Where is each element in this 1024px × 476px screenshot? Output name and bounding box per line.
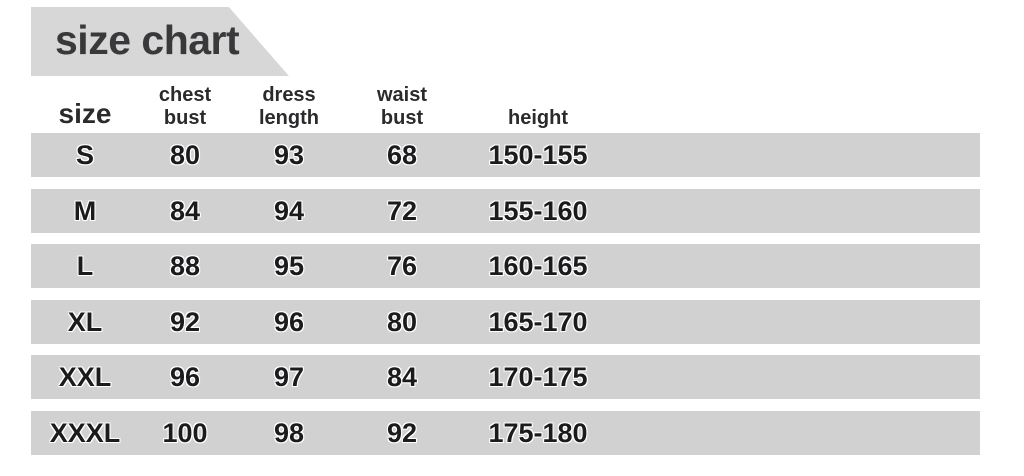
table-cell: 84: [386, 362, 418, 392]
table-cell: 150-155: [488, 140, 588, 170]
table-cell: 80: [386, 306, 418, 337]
table-row: M 84 94 72 155-160: [31, 188, 980, 233]
table-cell: 72: [386, 195, 418, 226]
table-cell: 76: [386, 251, 418, 281]
table-cell: 97: [273, 362, 305, 392]
column-header-waist-bust: waist bust: [376, 84, 428, 129]
table-cell: 88: [169, 251, 201, 281]
table-cell: 93: [273, 140, 305, 170]
table-row: L 88 95 76 160-165: [31, 244, 980, 288]
column-header-chest-bust: chest bust: [158, 84, 212, 129]
table-cell: 165-170: [488, 306, 588, 337]
table-header: size chest bust dress length waist bust …: [31, 76, 980, 133]
table-cell: 96: [273, 306, 305, 337]
table-cell: 100: [162, 417, 208, 448]
column-header-size: size: [58, 97, 112, 129]
table-row: XXL 96 97 84 170-175: [31, 355, 980, 399]
table-cell: 98: [273, 417, 305, 448]
title-banner: size chart: [31, 7, 289, 76]
row-size-label: XL: [67, 306, 103, 337]
page-title: size chart: [55, 17, 240, 63]
column-header-dress-length: dress length: [259, 84, 319, 129]
column-header-height: height: [508, 106, 568, 129]
table-cell: 94: [273, 195, 305, 226]
table-cell: 92: [386, 417, 418, 448]
table-row: S 80 93 68 150-155: [31, 133, 980, 177]
table-cell: 68: [386, 140, 418, 170]
table-row: XL 92 96 80 165-170: [31, 299, 980, 344]
table-cell: 95: [273, 251, 305, 281]
row-size-label: M: [73, 195, 97, 226]
row-size-label: XXXL: [49, 417, 121, 448]
row-size-label: XXL: [58, 362, 112, 392]
table-cell: 84: [169, 195, 201, 226]
row-size-label: L: [76, 251, 94, 281]
table-cell: 175-180: [488, 417, 588, 448]
table-cell: 170-175: [488, 362, 588, 392]
table-row: XXXL 100 98 92 175-180: [31, 410, 980, 455]
row-size-label: S: [75, 140, 95, 170]
table-cell: 155-160: [488, 195, 588, 226]
table-cell: 96: [169, 362, 201, 392]
table-cell: 92: [169, 306, 201, 337]
table-cell: 160-165: [488, 251, 588, 281]
table-cell: 80: [169, 140, 201, 170]
